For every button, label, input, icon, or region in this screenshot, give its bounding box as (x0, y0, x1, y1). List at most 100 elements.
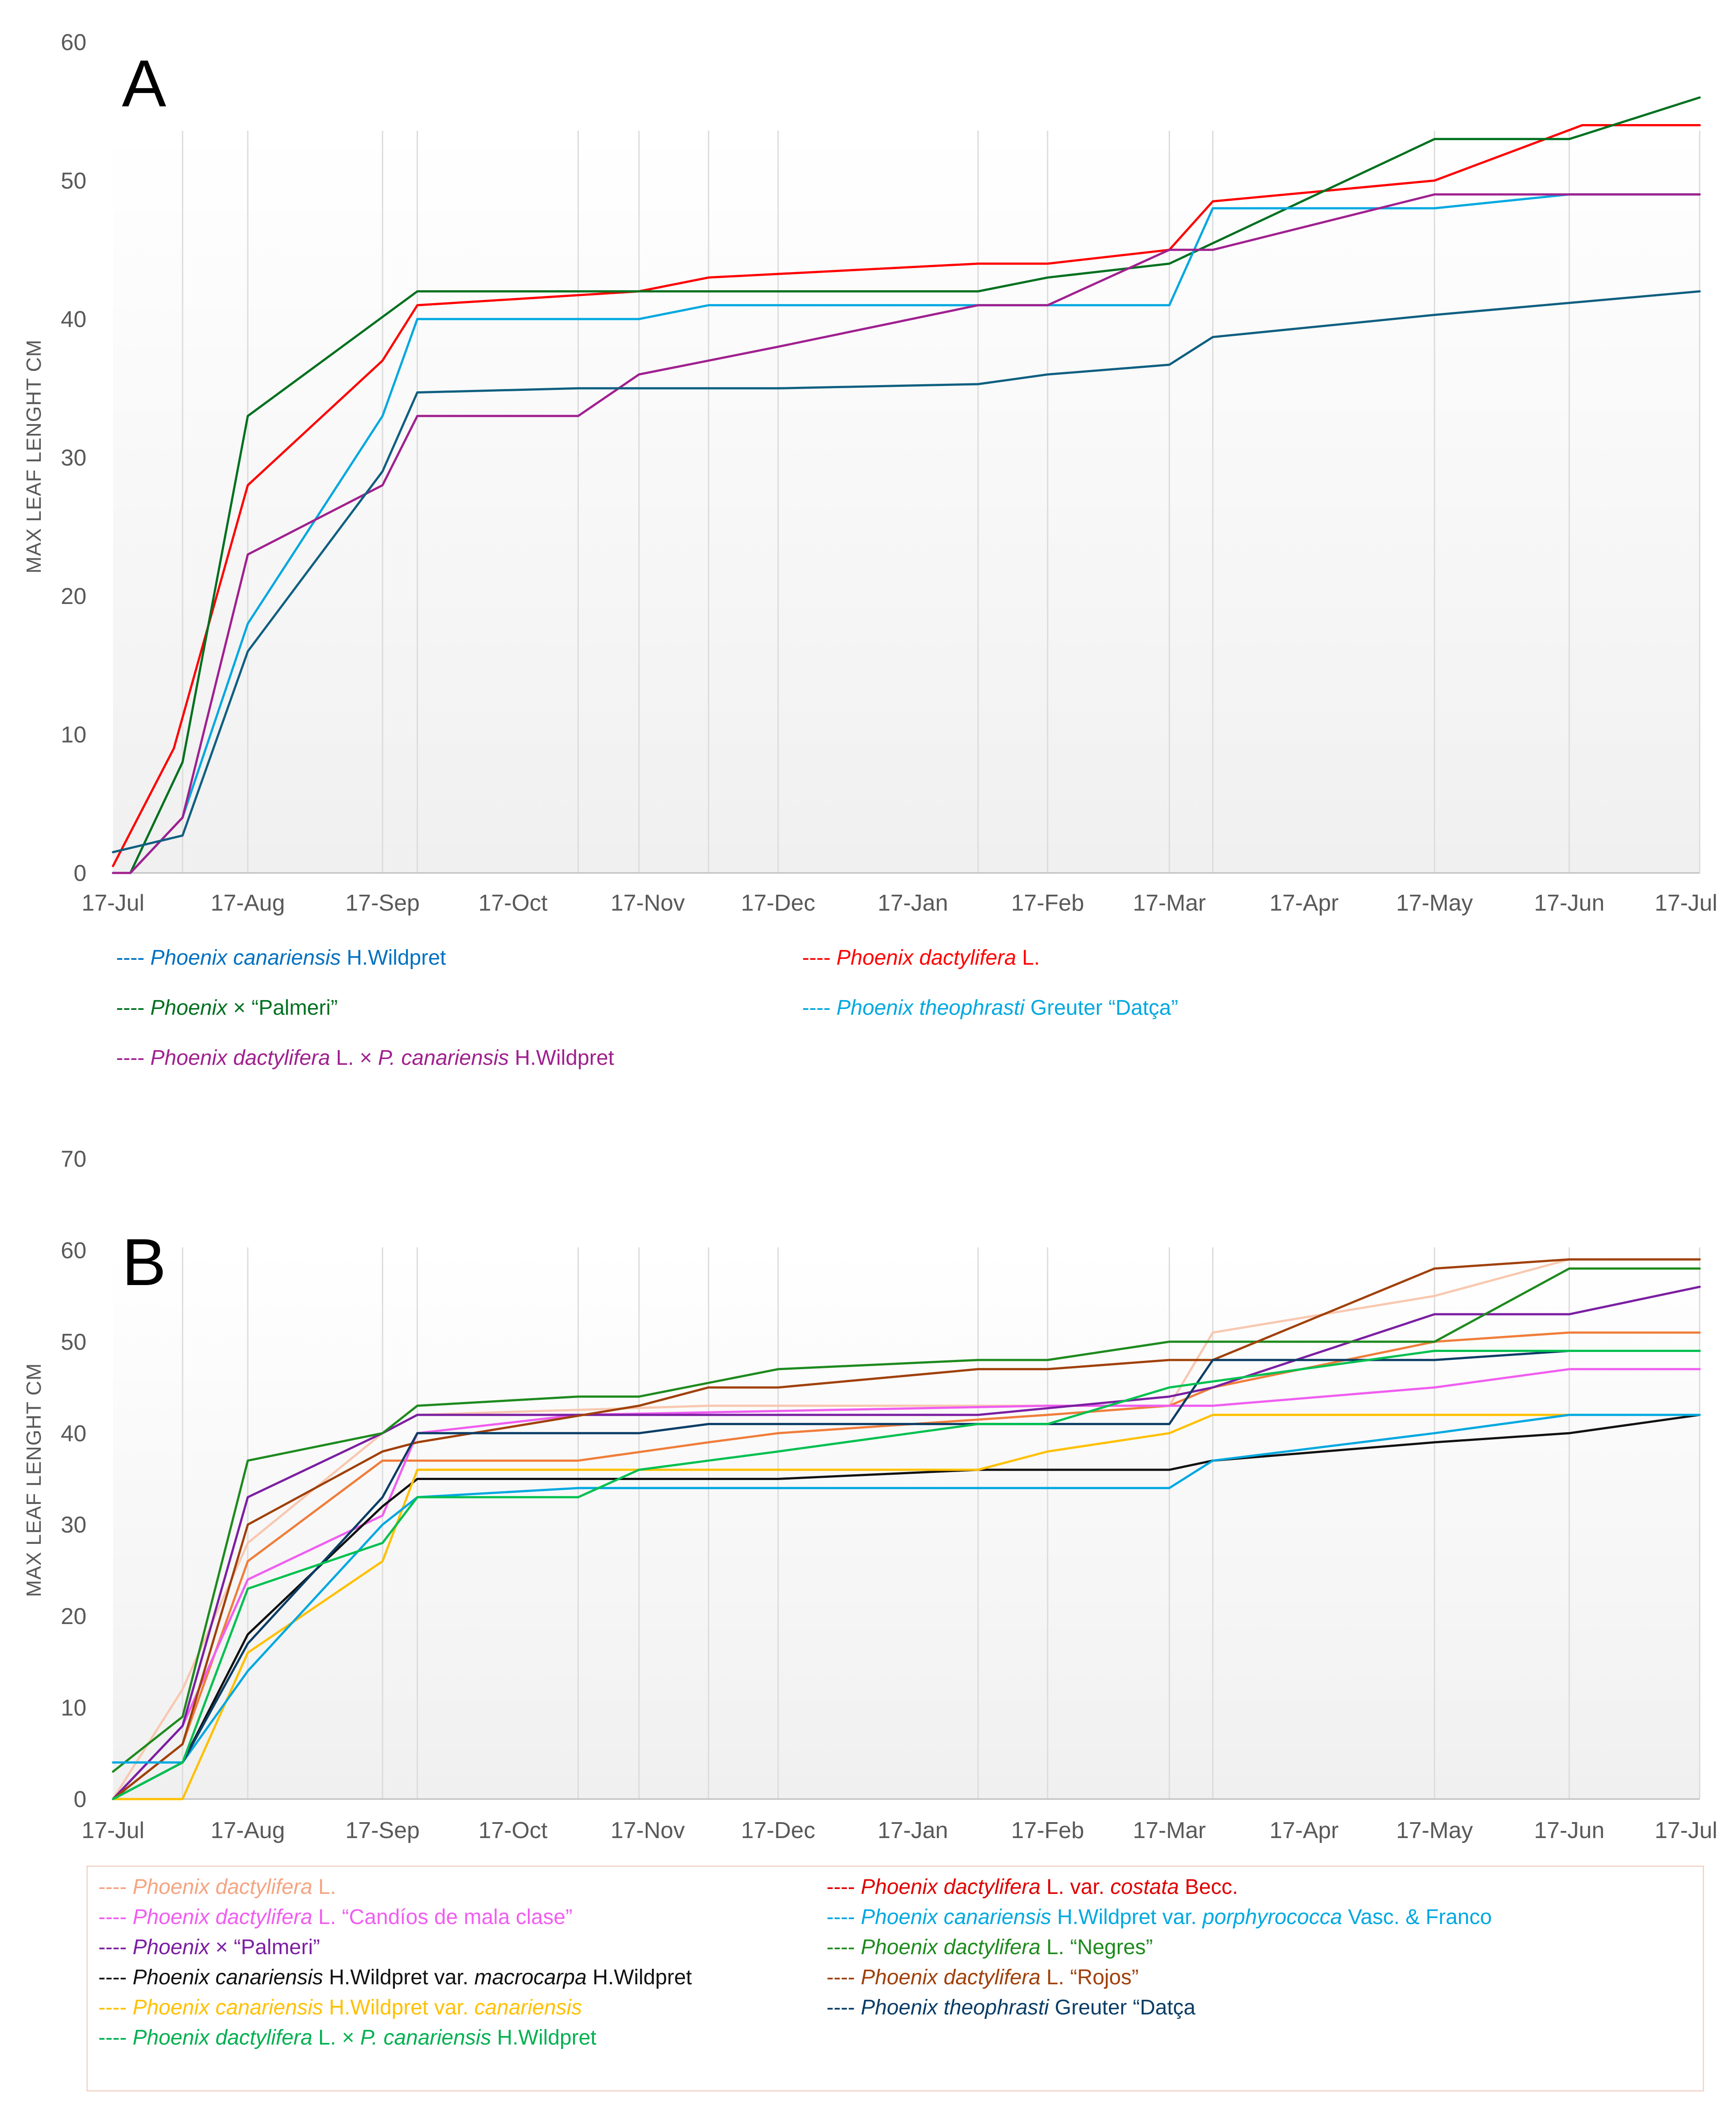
legend-entry-text: P. canariensis (378, 1046, 509, 1070)
legend-entry-text: L. “Candíos de mala clase” (312, 1905, 573, 1929)
legend-frame-panel-b (86, 1866, 1704, 2092)
y-tick-label: 50 (61, 1329, 86, 1355)
legend-entry-text: porphyrococca (1202, 1905, 1342, 1929)
legend-entry-text: macrocarpa (474, 1966, 587, 1989)
x-tick-label: 17-Jun (1534, 1818, 1604, 1843)
legend-entry: ---- Phoenix canariensis H.Wildpret var.… (98, 1967, 692, 1988)
legend-entry-text: H.Wildpret (509, 1046, 614, 1070)
x-tick-label: 17-Oct (478, 890, 548, 916)
x-tick-label: 17-Mar (1133, 1818, 1206, 1843)
x-tick-label: 17-Jul (1654, 1818, 1717, 1843)
series-line (112, 290, 1701, 853)
legend-entry-text: Phoenix theophrasti (836, 996, 1025, 1020)
legend-entry-text: Phoenix dactylifera (133, 1905, 312, 1929)
x-tick-label: 17-Nov (611, 1818, 685, 1843)
legend-entry-text: ---- (116, 996, 151, 1020)
legend-entry-text: H.Wildpret (491, 2026, 597, 2049)
legend-entry-text: Phoenix dactylifera (861, 1966, 1041, 1989)
legend-entry-text: × “Palmeri” (227, 996, 338, 1020)
legend-entry-text: L. var. (1040, 1875, 1111, 1899)
legend-entry: ---- Phoenix dactylifera L. (98, 1877, 336, 1898)
legend-entry: ---- Phoenix × “Palmeri” (98, 1937, 320, 1958)
series-line (112, 193, 1701, 874)
legend-entry-text: ---- (98, 1966, 133, 1989)
y-tick-label: 10 (61, 722, 86, 748)
chart-panel-a: 0 10 20 30 40 50 60 17-Jul 17-Aug 17-Sep 17-Oct 17-… (22, 30, 1717, 916)
x-tick-label: 17-Aug (211, 890, 285, 916)
legend-entry-text: canariensis (474, 1996, 582, 2019)
x-tick-label: 17-Apr (1269, 1818, 1338, 1843)
legend-entry-text: Phoenix canariensis (133, 1996, 323, 2019)
y-tick-label: 10 (61, 1695, 86, 1721)
legend-entry-text: ---- (98, 2026, 133, 2049)
legend-entry-text: ---- (827, 1966, 861, 1989)
y-tick-label: 20 (61, 584, 86, 609)
x-tick-label: 17-May (1396, 1818, 1473, 1843)
series-line (112, 1258, 1701, 1800)
legend-entry-text: L. “Negres” (1040, 1936, 1153, 1959)
panel-label: A (122, 46, 166, 121)
plot-area (113, 1247, 1700, 1799)
legend-entry-text: ---- (802, 996, 837, 1020)
legend-entry: ---- Phoenix theophrasti Greuter “Datça” (802, 997, 1178, 1019)
y-tick-label: 0 (74, 861, 86, 886)
series-line (112, 1414, 1701, 1800)
legend-entry: ---- Phoenix canariensis H.Wildpret var.… (827, 1907, 1492, 1928)
series-line (112, 1267, 1701, 1773)
y-tick-label: 40 (61, 307, 86, 332)
legend-entry-text: Vasc. & Franco (1342, 1905, 1492, 1929)
legend-entry-text: Phoenix (133, 1936, 210, 1959)
x-tick-label: 17-Jan (878, 1818, 948, 1843)
y-tick-label: 30 (61, 445, 86, 471)
x-tick-label: 17-Oct (478, 1818, 548, 1843)
legend-entry-text: P. canariensis (360, 2026, 492, 2049)
legend-entry-text: × “Palmeri” (209, 1936, 320, 1959)
plot-area (113, 131, 1700, 873)
legend-entry-text: Phoenix dactylifera (150, 1046, 330, 1070)
legend-entry: ---- Phoenix dactylifera L. “Candíos de … (98, 1907, 573, 1928)
x-tick-label: 17-Dec (741, 1818, 815, 1843)
legend-entry-text: L. (312, 1875, 336, 1899)
legend-entry-text: H.Wildpret (340, 946, 446, 970)
legend-entry: ---- Phoenix dactylifera L. var. costata… (827, 1877, 1238, 1898)
series-line (112, 1258, 1701, 1800)
y-tick-label: 70 (61, 1146, 86, 1172)
legend-entry-text: Greuter “Datça” (1024, 996, 1178, 1020)
x-tick-label: 17-May (1396, 890, 1473, 916)
x-tick-label: 17-Feb (1011, 890, 1084, 916)
legend-entry-text: Phoenix (150, 996, 227, 1020)
legend-entry-text: H.Wildpret var. (1051, 1905, 1203, 1929)
legend-entry-text: L. × (312, 2026, 360, 2049)
y-axis-label: MAX LEAF LENGHT CM (22, 1363, 45, 1597)
x-tick-label: 17-Aug (211, 1818, 285, 1843)
legend-entry-text: ---- (116, 1046, 151, 1070)
legend-entry: ---- Phoenix dactylifera L. × P. canarie… (116, 1048, 614, 1069)
legend-entry-text: ---- (802, 946, 837, 970)
legend-entry-text: ---- (827, 1936, 861, 1959)
x-tick-label: 17-Apr (1269, 890, 1338, 916)
legend-entry: ---- Phoenix dactylifera L. “Rojos” (827, 1967, 1139, 1988)
legend-entry-text: Phoenix theophrasti (861, 1996, 1049, 2019)
series-line (112, 1285, 1701, 1800)
legend-entry-text: ---- (98, 1875, 133, 1899)
legend-entry-text: ---- (98, 1996, 133, 2019)
legend-entry-text: L. (1016, 946, 1040, 970)
y-tick-label: 50 (61, 168, 86, 194)
legend-entry-text: H.Wildpret var. (323, 1996, 475, 2019)
y-tick-label: 60 (61, 1238, 86, 1263)
chart-panel-b: 0 10 20 30 40 50 60 70 17-Jul 17-Aug 17-Sep 17-Oct 1… (22, 1146, 1717, 1843)
legend-entry-text: Phoenix dactylifera (133, 2026, 312, 2049)
x-tick-label: 17-Jul (82, 890, 144, 916)
legend-entry-text: L. × (330, 1046, 378, 1070)
y-tick-label: 40 (61, 1421, 86, 1446)
series-line (112, 96, 1701, 874)
series-line (112, 124, 1701, 867)
x-tick-label: 17-Jul (1654, 890, 1717, 916)
x-tick-label: 17-Jul (82, 1818, 144, 1843)
legend-entry-text: Phoenix dactylifera (836, 946, 1016, 970)
x-tick-label: 17-Sep (345, 1818, 420, 1843)
legend-entry-text: Becc. (1179, 1875, 1238, 1899)
legend-entry-text: ---- (827, 1905, 861, 1929)
legend-entry: ---- Phoenix canariensis H.Wildpret var.… (98, 1997, 582, 2018)
